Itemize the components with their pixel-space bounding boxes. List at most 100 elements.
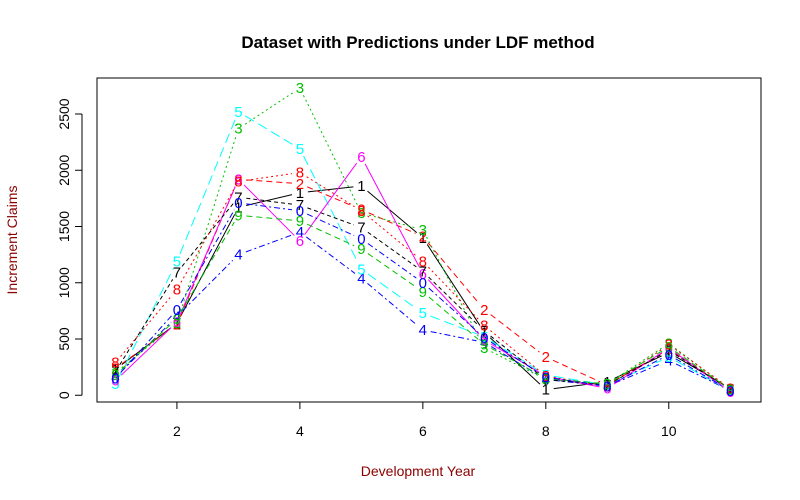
series-1-segment [180, 214, 236, 317]
series-4-point: 4 [357, 270, 365, 287]
series-9-point: 9 [111, 367, 119, 384]
series-2-point: 2 [173, 316, 181, 333]
series-7-segment [367, 231, 417, 268]
series-3-point: 3 [726, 382, 734, 399]
series-0-point: 0 [296, 203, 304, 220]
y-tick-label: 500 [56, 327, 72, 351]
series-6-segment [613, 351, 663, 385]
series-6-segment [427, 279, 480, 335]
series-0-segment [428, 287, 479, 333]
series-1-segment [426, 244, 481, 326]
series-2-point: 2 [603, 377, 611, 394]
series-3-segment [674, 347, 725, 386]
series-7-point: 7 [234, 189, 242, 206]
series-4-segment [120, 321, 172, 372]
series-8-segment [490, 330, 540, 372]
series-4-point: 4 [665, 352, 673, 369]
series-7-segment [675, 354, 724, 386]
series-4-point: 4 [726, 383, 734, 400]
series-4-point: 4 [173, 309, 181, 326]
series-7-point: 7 [173, 265, 181, 282]
series-1-point: 1 [234, 199, 242, 216]
series-5-segment [179, 118, 236, 255]
series-2-point: 2 [419, 229, 427, 246]
series-5-point: 5 [419, 305, 427, 322]
series-0-point: 0 [357, 231, 365, 248]
series-1-point: 1 [603, 374, 611, 391]
series-7-segment [428, 276, 479, 326]
series-9-point: 9 [726, 382, 734, 399]
series-5-point: 5 [726, 383, 734, 400]
series-0-point: 0 [419, 275, 427, 292]
series-8-point: 8 [542, 368, 550, 385]
series-0-segment [120, 315, 172, 373]
series-8-point: 8 [726, 381, 734, 398]
series-4-point: 4 [419, 322, 427, 339]
series-7-segment [307, 207, 355, 226]
series-0-point: 0 [603, 378, 611, 395]
series-3-segment [368, 214, 416, 229]
series-9-point: 9 [665, 339, 673, 356]
series-0-segment [180, 209, 235, 304]
series-6-point: 6 [726, 384, 734, 401]
series-2-segment [552, 359, 601, 383]
y-axis: 0 500 1000 1500 2000 2500 [56, 98, 83, 399]
series-2-point: 2 [234, 171, 242, 188]
series-7-point: 7 [665, 342, 673, 359]
series-4-point: 4 [542, 372, 550, 389]
series-8-point: 8 [665, 337, 673, 354]
series-2-segment [368, 212, 416, 234]
series-4-point: 4 [111, 369, 119, 386]
series-5-segment [430, 315, 478, 335]
series-6-segment [364, 163, 420, 267]
series-7-segment [181, 203, 234, 267]
series-8-point: 8 [296, 165, 304, 182]
series-3-point: 3 [665, 336, 673, 353]
series-3-point: 3 [357, 205, 365, 222]
series-7-point: 7 [726, 382, 734, 399]
series-7-segment [614, 353, 663, 382]
series-9-segment [367, 253, 417, 288]
series-5-point: 5 [296, 141, 304, 158]
series-9-segment [491, 348, 540, 375]
series-0-point: 0 [480, 330, 488, 347]
series-5-point: 5 [665, 349, 673, 366]
series-9-point: 9 [603, 376, 611, 393]
series-6-point: 6 [111, 373, 119, 390]
y-tick-label: 0 [56, 391, 72, 399]
series-lines [118, 92, 725, 390]
series-3-point: 3 [542, 372, 550, 389]
series-1-segment [614, 355, 662, 379]
series-9-point: 9 [542, 370, 550, 387]
x-axis: 2 4 6 8 10 [173, 401, 677, 439]
y-axis-label: Increment Claims [4, 186, 20, 295]
series-2-point: 2 [665, 341, 673, 358]
series-6-point: 6 [234, 171, 242, 188]
chart-title: Dataset with Predictions under LDF metho… [241, 33, 594, 52]
series-0-point: 0 [234, 195, 242, 212]
series-9-segment [428, 296, 479, 340]
x-tick-label: 6 [419, 423, 427, 439]
series-6-segment [120, 327, 172, 376]
x-tick-label: 10 [661, 423, 677, 439]
series-8-segment [367, 215, 417, 257]
series-2-point: 2 [111, 360, 119, 377]
series-6-point: 6 [603, 381, 611, 398]
series-8-point: 8 [173, 282, 181, 299]
series-6-point: 6 [542, 368, 550, 385]
series-3-segment [491, 351, 539, 377]
series-5-segment [553, 375, 600, 385]
x-tick-label: 4 [296, 423, 304, 439]
series-7-segment [490, 335, 540, 375]
series-0-segment [490, 341, 540, 374]
series-4-segment [614, 363, 662, 384]
series-7-point: 7 [603, 377, 611, 394]
series-7-point: 7 [296, 197, 304, 214]
series-0-point: 0 [173, 302, 181, 319]
series-9-segment [306, 223, 355, 247]
series-5-point: 5 [111, 376, 119, 393]
series-4-point: 4 [234, 247, 242, 264]
series-4-point: 4 [480, 334, 488, 351]
series-1-segment [307, 186, 354, 193]
series-8-point: 8 [603, 378, 611, 395]
